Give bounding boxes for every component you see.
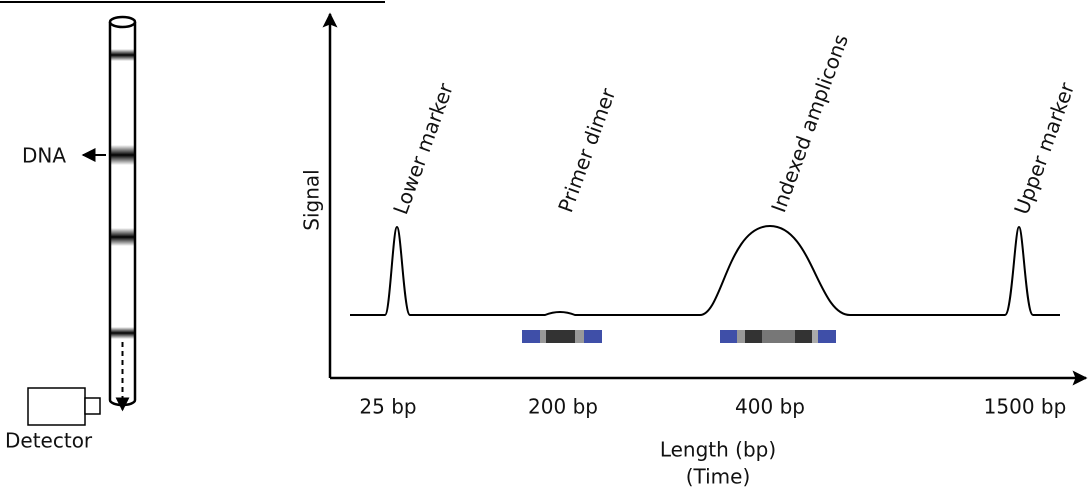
- dna-bands: [111, 49, 134, 339]
- y-axis-title: Signal: [300, 169, 324, 230]
- detector-icon: [27, 387, 101, 426]
- x-label: 200 bp: [528, 395, 598, 419]
- detector-label: Detector: [5, 429, 93, 453]
- x-axis-subtitle: (Time): [686, 465, 751, 489]
- amplicon-bar: [720, 330, 836, 343]
- peak-label: Indexed amplicons: [766, 31, 853, 216]
- x-axis-title: Length (bp): [660, 438, 776, 462]
- x-label: 25 bp: [359, 395, 416, 419]
- primer-dimer-bar: [522, 330, 602, 343]
- signal-trace: [350, 224, 1060, 316]
- peak-label: Lower marker: [388, 79, 458, 217]
- dna-label: DNA: [22, 144, 66, 168]
- x-label: 1500 bp: [984, 395, 1067, 419]
- peak-label: Upper marker: [1009, 79, 1079, 218]
- capillary: [108, 15, 137, 407]
- peak-label: Primer dimer: [553, 84, 620, 215]
- x-label: 400 bp: [735, 395, 805, 419]
